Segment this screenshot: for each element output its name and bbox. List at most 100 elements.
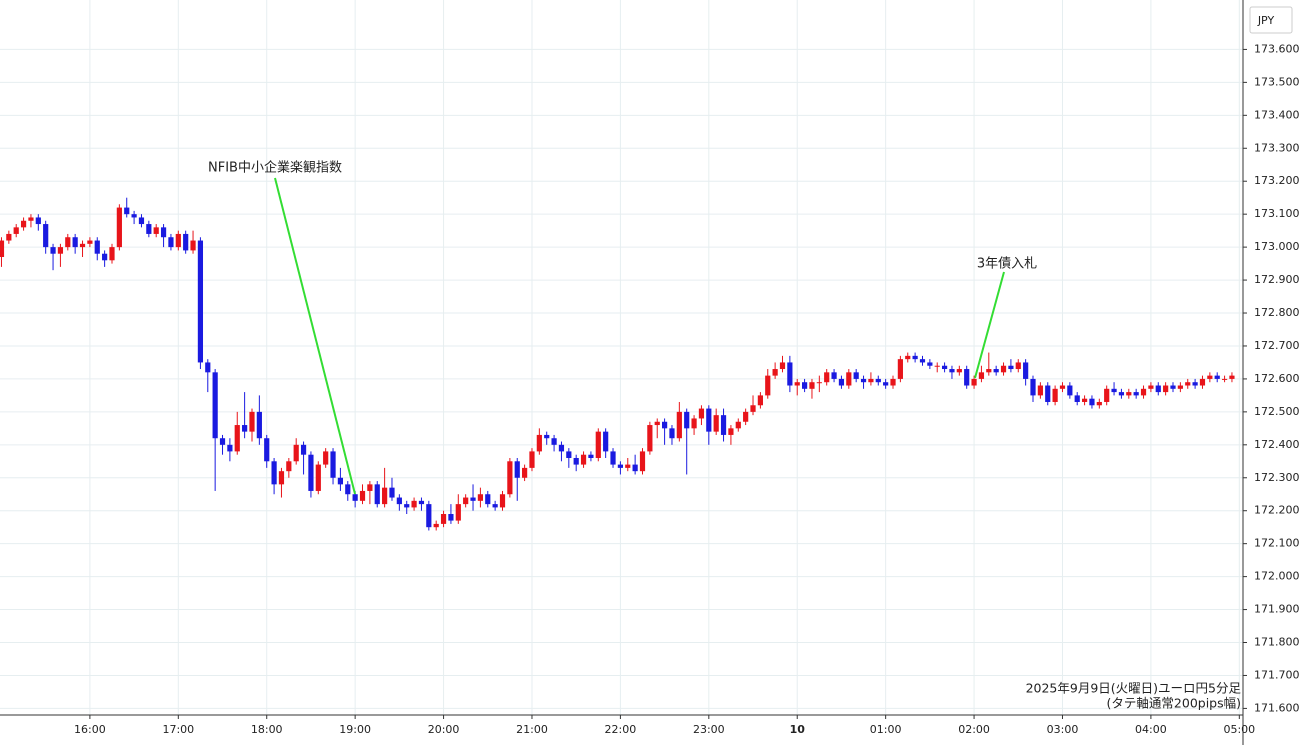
candle-body [964, 369, 970, 386]
x-tick-label: 05:00 [1223, 723, 1255, 736]
candle-body [1148, 385, 1154, 389]
x-tick-label: 01:00 [870, 723, 902, 736]
footer: (タテ軸通常200pips幅) [1107, 696, 1241, 711]
candle-body [0, 240, 5, 258]
candle-body [603, 431, 609, 452]
candle-body [426, 504, 432, 528]
candle-body [1081, 398, 1088, 402]
candle-body [374, 484, 380, 505]
candle-body [271, 461, 277, 485]
candle-body [1229, 375, 1235, 379]
candle-body [765, 375, 771, 396]
candle-body [116, 207, 122, 248]
candle-body [87, 240, 93, 244]
annotation: 3年債入札 [977, 257, 1037, 272]
candle-body [529, 451, 535, 468]
candle-body [1052, 388, 1058, 402]
candle-body [750, 405, 756, 412]
candle-body [50, 247, 56, 254]
candle-body [485, 494, 491, 505]
candle-body [787, 362, 793, 386]
candle-body [507, 461, 513, 495]
candle-body [212, 372, 218, 439]
candle-body [455, 504, 461, 521]
candle-body [912, 355, 918, 360]
candle-body [1140, 388, 1147, 396]
candle-body [1067, 385, 1073, 396]
x-tick-label: 03:00 [1047, 723, 1079, 736]
candle-body [713, 415, 719, 432]
candle-body [610, 451, 616, 465]
candle-body [743, 411, 749, 422]
candle-body [1207, 375, 1213, 379]
candle-body [183, 233, 189, 251]
candle-body [138, 217, 145, 225]
x-tick-label: 18:00 [251, 723, 283, 736]
candle-body [514, 461, 520, 478]
candle-body [956, 369, 962, 373]
x-tick-label: 22:00 [605, 723, 637, 736]
candle-body [249, 411, 255, 432]
candle-body [72, 237, 78, 248]
candle-body [35, 217, 41, 225]
annotation-line [974, 271, 1005, 379]
candle-body [396, 497, 402, 505]
candle-body [499, 494, 506, 508]
candle-body [816, 382, 822, 384]
axis-unit: JPY [1257, 14, 1275, 27]
candle-body [853, 372, 859, 379]
candle-body [1059, 385, 1066, 389]
candle-body [757, 395, 763, 406]
candle-body [94, 240, 100, 254]
candle-body [588, 454, 594, 458]
x-tick-label: 02:00 [958, 723, 990, 736]
candle-body [735, 421, 741, 429]
x-tick-label: 04:00 [1135, 723, 1167, 736]
candle-body [927, 362, 933, 366]
candle-body [662, 421, 668, 429]
candle-body [580, 454, 587, 465]
candle-body [801, 382, 808, 389]
candle-body [175, 233, 181, 248]
candle-body [477, 494, 484, 501]
candle-body [300, 444, 307, 455]
candle-body [890, 378, 896, 386]
candle-body [522, 467, 528, 478]
candle-body [463, 497, 469, 505]
candle-body [1030, 378, 1036, 396]
y-tick-label: 173.600 [1254, 42, 1300, 55]
candle-body [433, 523, 439, 528]
x-tick-label: 23:00 [693, 723, 725, 736]
candle-body [824, 372, 830, 383]
x-tick-label: 10 [790, 723, 806, 736]
candle-body [1111, 388, 1117, 393]
candle-body [949, 369, 955, 373]
candle-body [345, 484, 351, 495]
candle-body [831, 372, 837, 379]
candle-body [1221, 378, 1228, 380]
y-tick-label: 172.800 [1254, 306, 1300, 319]
candle-body [219, 438, 226, 445]
x-tick-label: 20:00 [428, 723, 460, 736]
y-tick-label: 172.200 [1254, 504, 1300, 517]
x-tick-label: 16:00 [74, 723, 106, 736]
candle-body [293, 444, 299, 462]
y-tick-label: 172.100 [1254, 537, 1300, 550]
candle-body [227, 444, 233, 452]
candle-body [109, 247, 115, 261]
candle-body [573, 457, 579, 465]
candle-body [79, 243, 86, 248]
candle-body [418, 500, 425, 505]
y-tick-label: 173.500 [1254, 75, 1300, 88]
candle-body [544, 434, 550, 439]
candles [0, 197, 1235, 531]
candle-body [779, 362, 786, 370]
y-tick-label: 171.700 [1254, 668, 1300, 681]
candle-body [728, 428, 734, 435]
candle-body [971, 378, 977, 386]
candle-body [1089, 398, 1095, 406]
y-tick-label: 172.900 [1254, 273, 1300, 286]
annotation: NFIB中小企業楽観指数 [208, 160, 342, 176]
y-tick-label: 171.900 [1254, 603, 1300, 616]
